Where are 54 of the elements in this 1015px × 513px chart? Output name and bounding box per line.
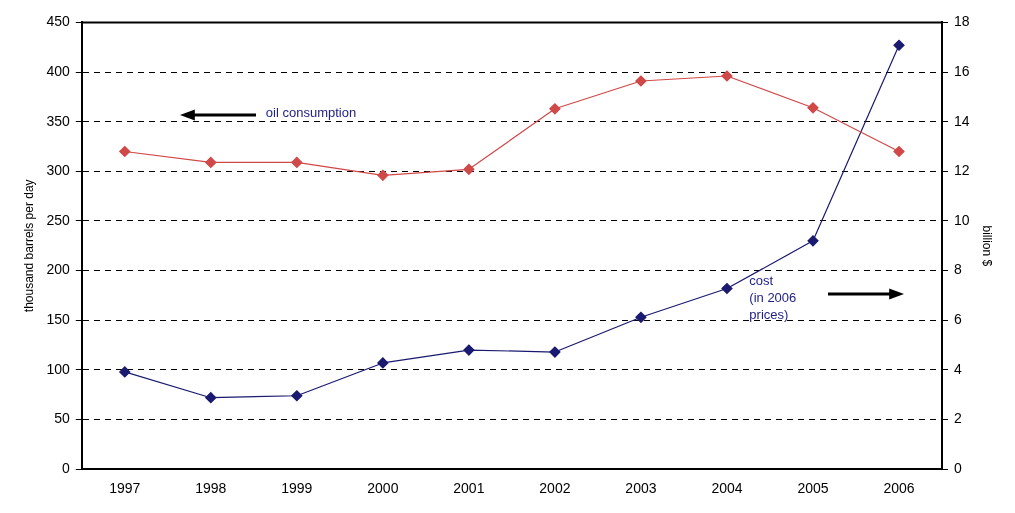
point bbox=[893, 145, 905, 158]
y-tick-label: 200 bbox=[46, 261, 70, 278]
point bbox=[463, 163, 475, 175]
x-tick-label: 1999 bbox=[281, 480, 313, 497]
y-tick-label: 400 bbox=[46, 62, 70, 79]
x-tick-label: 1997 bbox=[109, 480, 141, 497]
y-tick-label: 350 bbox=[46, 112, 70, 129]
x-tick-label: 2000 bbox=[367, 480, 399, 497]
y2-tick-label: 12 bbox=[954, 162, 970, 179]
point bbox=[291, 156, 303, 168]
point bbox=[807, 102, 819, 114]
x-tick-label: 2003 bbox=[625, 480, 657, 497]
y2-tick-label: 4 bbox=[954, 360, 963, 377]
point bbox=[549, 346, 561, 358]
point bbox=[463, 344, 475, 356]
annotation: cost (in 2006 prices) bbox=[749, 273, 797, 323]
x-tick-label: 2001 bbox=[453, 480, 485, 497]
y-tick-label: 250 bbox=[46, 211, 70, 228]
x-tick-label: 2004 bbox=[711, 480, 743, 497]
point bbox=[377, 357, 389, 369]
y2-tick-label: 14 bbox=[954, 112, 970, 129]
point bbox=[893, 39, 905, 51]
y-tick-label: 450 bbox=[46, 13, 70, 30]
x-tick-label: 2002 bbox=[539, 480, 571, 497]
x-tick-label: 2005 bbox=[797, 480, 829, 497]
point bbox=[635, 311, 647, 323]
y2-tick-label: 2 bbox=[954, 410, 963, 427]
point bbox=[721, 282, 733, 295]
y2-tick-label: 10 bbox=[954, 211, 970, 228]
y-axis-title: thousand barrels per day bbox=[21, 179, 36, 313]
point bbox=[721, 70, 733, 82]
y-tick-label: 150 bbox=[46, 311, 70, 328]
y2-tick-label: 18 bbox=[954, 13, 970, 30]
point bbox=[119, 366, 131, 378]
y2-tick-label: 0 bbox=[954, 460, 963, 477]
point bbox=[205, 156, 217, 168]
y2-axis-title: billion $ bbox=[980, 225, 995, 267]
point bbox=[205, 392, 217, 404]
y2-tick-label: 6 bbox=[954, 311, 963, 328]
y-tick-label: 0 bbox=[61, 460, 70, 477]
x-tick-label: 2006 bbox=[883, 480, 915, 497]
point bbox=[549, 103, 561, 115]
y-tick-label: 100 bbox=[46, 360, 70, 377]
point bbox=[377, 169, 389, 181]
point bbox=[807, 235, 819, 247]
y2-tick-label: 8 bbox=[954, 261, 963, 278]
point bbox=[291, 390, 303, 402]
y-tick-label: 300 bbox=[46, 162, 70, 179]
point bbox=[635, 75, 647, 87]
point bbox=[119, 145, 131, 158]
y-tick-label: 50 bbox=[54, 410, 70, 427]
x-tick-label: 1998 bbox=[195, 480, 227, 497]
annotation: oil consumption bbox=[265, 105, 357, 121]
y2-tick-label: 16 bbox=[954, 62, 970, 79]
